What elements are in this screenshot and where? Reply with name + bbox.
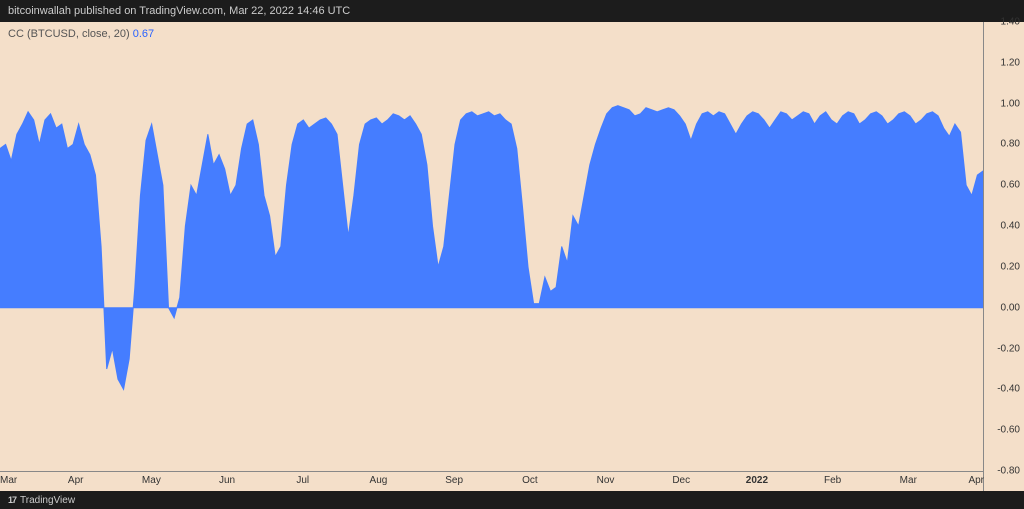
x-tick: Mar xyxy=(0,475,17,486)
chart-container: CC (BTCUSD, close, 20) 0.67 Mar Apr May Jun… xyxy=(0,22,1024,491)
y-tick: 1.00 xyxy=(1001,98,1020,109)
x-tick: Oct xyxy=(522,475,538,486)
x-tick: Nov xyxy=(597,475,615,486)
y-tick: 0.20 xyxy=(1001,261,1020,272)
area-path xyxy=(0,106,983,390)
x-tick: Jul xyxy=(296,475,309,486)
y-tick: 0.80 xyxy=(1001,139,1020,150)
tradingview-icon: 17 xyxy=(8,495,16,505)
y-tick: -0.40 xyxy=(997,384,1020,395)
y-tick: 0.00 xyxy=(1001,302,1020,313)
y-tick: 1.40 xyxy=(1001,17,1020,28)
x-tick: Sep xyxy=(445,475,463,486)
header-text: bitcoinwallah published on TradingView.c… xyxy=(8,5,350,17)
x-tick: Aug xyxy=(370,475,388,486)
footer-brand: TradingView xyxy=(20,495,75,506)
legend-label: CC (BTCUSD, close, 20) xyxy=(8,28,130,40)
chart-legend: CC (BTCUSD, close, 20) 0.67 xyxy=(8,28,154,40)
x-tick: Mar xyxy=(900,475,917,486)
y-tick: 0.60 xyxy=(1001,180,1020,191)
y-tick: 0.40 xyxy=(1001,221,1020,232)
area-chart-svg xyxy=(0,22,983,471)
x-tick: 2022 xyxy=(746,475,768,486)
x-tick: Apr xyxy=(968,475,984,486)
y-tick: -0.80 xyxy=(997,466,1020,477)
y-tick: -0.20 xyxy=(997,343,1020,354)
plot-area[interactable]: CC (BTCUSD, close, 20) 0.67 Mar Apr May Jun… xyxy=(0,22,984,491)
y-tick: -0.60 xyxy=(997,425,1020,436)
header-bar: bitcoinwallah published on TradingView.c… xyxy=(0,0,1024,22)
x-tick: Feb xyxy=(824,475,841,486)
y-tick: 1.20 xyxy=(1001,57,1020,68)
x-axis: Mar Apr May Jun Jul Aug Sep Oct Nov Dec 2022 Feb Mar… xyxy=(0,471,983,491)
root: bitcoinwallah published on TradingView.c… xyxy=(0,0,1024,509)
x-tick: Jun xyxy=(219,475,235,486)
x-tick: Apr xyxy=(68,475,84,486)
footer-bar: 17 TradingView xyxy=(0,491,1024,509)
x-tick: Dec xyxy=(672,475,690,486)
y-axis: 1.401.201.000.800.600.400.200.00-0.20-0.… xyxy=(984,22,1024,491)
x-tick: May xyxy=(142,475,161,486)
legend-value: 0.67 xyxy=(133,28,154,40)
